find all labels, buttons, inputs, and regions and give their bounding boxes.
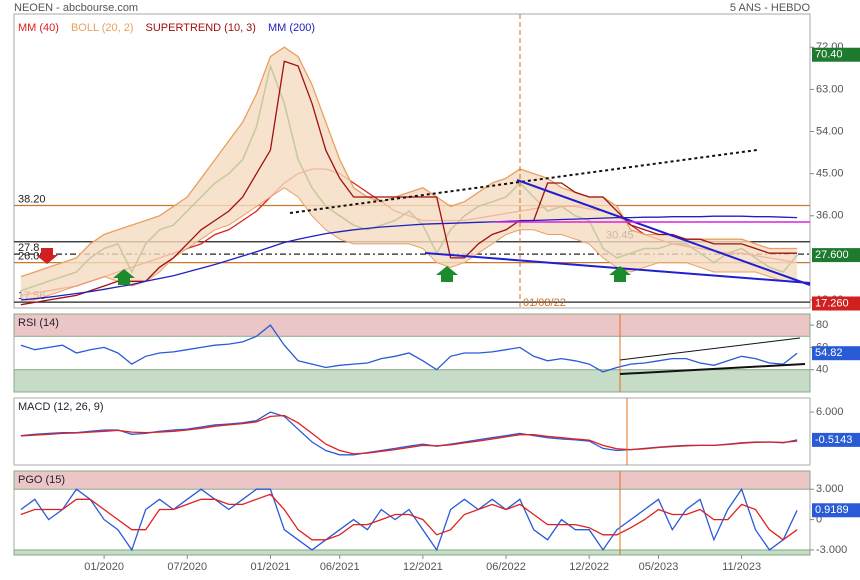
series-line [20, 487, 798, 552]
y-tick-label: 40 [816, 364, 828, 376]
x-tick-label: 06/2022 [486, 561, 526, 573]
y-tick-label: 36.00 [816, 210, 844, 222]
header-title: NEOEN - abcbourse.com [14, 2, 138, 14]
buy-arrow [436, 266, 458, 282]
band-fill [20, 47, 798, 301]
x-tick-label: 01/2020 [84, 561, 124, 573]
y-tick-label: 45.00 [816, 168, 844, 180]
legend-entry: MACD (12, 26, 9) [18, 401, 104, 413]
last-value-box [812, 503, 860, 518]
price-label: 17.260 [815, 297, 849, 309]
x-tick-label: 06/2021 [320, 561, 360, 573]
last-value-box [812, 346, 860, 361]
zone [13, 549, 811, 556]
x-tick-label: 12/2022 [569, 561, 609, 573]
legend-entry: PGO (15) [18, 474, 65, 486]
y-tick-label: -3.000 [816, 544, 847, 556]
y-tick-label: 63.00 [816, 83, 844, 95]
last-value-label: 0.9189 [815, 504, 849, 516]
x-tick-label: 01/2021 [251, 561, 291, 573]
series-line [20, 324, 798, 373]
plot: 72.0063.0054.0045.0036.0018.0038.2030.45… [14, 22, 860, 573]
last-value-box [812, 432, 860, 447]
series-line [20, 215, 798, 301]
y-tick-label: 6.000 [816, 406, 844, 418]
series-line [20, 414, 798, 455]
trend-line [424, 252, 811, 284]
price-box [812, 296, 860, 311]
price-box [812, 248, 860, 263]
legend-entry: RSI (14) [18, 317, 59, 329]
x-tick-label: 11/2023 [722, 561, 761, 573]
last-value-label: -0.5143 [815, 434, 852, 446]
header-period: 5 ANS - HEBDO [730, 2, 811, 14]
drawings: 01/08/22 [36, 14, 811, 555]
y-tick-label: 80 [816, 319, 828, 331]
legend-entry: MM (200) [268, 22, 315, 34]
legend-entry: SUPERTREND (10, 3) [146, 22, 256, 34]
legend-entry: MM (40) [18, 22, 59, 34]
y-tick-label: 54.00 [816, 125, 844, 137]
trend-line [619, 363, 806, 375]
date-marker-label: 01/08/22 [523, 297, 566, 309]
level-label: 38.20 [18, 193, 46, 205]
price-box [812, 47, 860, 62]
sell-arrow [36, 248, 58, 264]
last-value-label: 54.82 [815, 347, 843, 359]
x-tick-label: 07/2020 [167, 561, 207, 573]
x-tick-label: 12/2021 [403, 561, 443, 573]
panel-frame [13, 397, 811, 466]
price-label: 27.600 [815, 249, 849, 261]
y-tick-label: 3.000 [816, 483, 844, 495]
trend-line [619, 337, 801, 361]
trend-line [516, 179, 811, 286]
zone [13, 470, 811, 490]
y-tick-label: 0 [816, 513, 822, 525]
level-label: 27.8 [18, 242, 39, 254]
zone [13, 313, 811, 337]
band-lower [20, 187, 798, 301]
series-line [20, 493, 798, 541]
buy-arrow [113, 269, 135, 285]
price-label: 70.40 [815, 49, 843, 61]
x-tick-label: 05/2023 [639, 561, 679, 573]
level-label: 26.00 [18, 250, 46, 262]
legend-entry: BOLL (20, 2) [71, 22, 134, 34]
buy-arrow [609, 266, 631, 282]
zone [13, 369, 811, 393]
